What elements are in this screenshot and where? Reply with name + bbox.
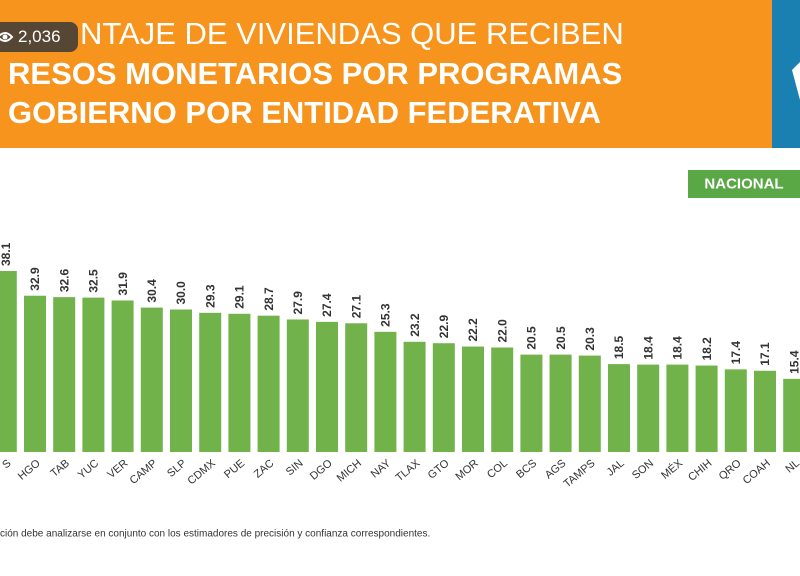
logo-fragment (792, 62, 800, 100)
value-label: 20.5 (554, 326, 568, 350)
x-tick-label: NL (784, 457, 800, 475)
header-band (0, 0, 772, 148)
value-label: 29.1 (233, 285, 247, 309)
bar (228, 313, 251, 452)
eye-icon (0, 32, 14, 42)
value-label: 22.0 (495, 319, 509, 343)
value-label: 27.9 (291, 291, 305, 315)
value-label: 31.9 (116, 272, 130, 296)
bar (199, 312, 222, 452)
value-label: 29.3 (203, 284, 217, 308)
value-label: 38.1 (0, 242, 13, 266)
bar (520, 354, 543, 452)
bar (695, 365, 718, 452)
bar (316, 321, 338, 452)
bar (286, 319, 309, 452)
bar (403, 341, 426, 452)
bar (345, 323, 368, 452)
title-line: RESOS MONETARIOS POR PROGRAMAS (8, 56, 622, 91)
value-label: 32.5 (87, 269, 101, 293)
value-label: 17.4 (729, 341, 743, 365)
bar (491, 347, 514, 452)
value-label: 27.4 (320, 293, 334, 317)
legend-label: NACIONAL (704, 175, 783, 192)
value-label: 30.4 (145, 279, 159, 303)
value-label: 32.9 (28, 267, 42, 291)
value-label: 17.1 (758, 342, 772, 366)
value-label: 23.2 (408, 313, 422, 337)
bar (608, 364, 630, 452)
bar (432, 343, 455, 452)
value-label: 18.5 (612, 335, 626, 359)
bar (462, 346, 484, 452)
value-label: 20.5 (525, 326, 539, 350)
value-label: 32.6 (57, 268, 71, 292)
legend-box (688, 170, 800, 198)
title-line: GOBIERNO POR ENTIDAD FEDERATIVA (8, 95, 601, 130)
bar (578, 355, 601, 452)
footnote: ción debe analizarse en conjunto con los… (0, 529, 430, 540)
bar (783, 378, 800, 452)
view-badge (0, 22, 78, 52)
value-label: 18.4 (671, 336, 685, 360)
bar (637, 364, 660, 452)
bar (82, 297, 105, 452)
bar (24, 295, 46, 452)
bar (111, 300, 134, 452)
title-line: NTAJE DE VIVIENDAS QUE RECIBEN (80, 16, 624, 51)
value-label: 18.4 (641, 336, 655, 360)
bar (0, 271, 17, 452)
bar (140, 307, 163, 452)
bar (666, 364, 689, 452)
value-label: 25.3 (379, 303, 393, 327)
value-label: 22.9 (437, 315, 451, 339)
value-label: 30.0 (174, 281, 188, 305)
value-label: 15.4 (787, 350, 800, 374)
view-count: 2,036 (18, 27, 61, 46)
bar (257, 315, 280, 452)
bar (724, 369, 747, 452)
value-label: 22.2 (466, 318, 480, 342)
bar (549, 354, 572, 452)
value-label: 20.3 (583, 327, 597, 351)
bar (374, 331, 397, 452)
bar (754, 370, 776, 452)
bar (170, 309, 192, 452)
value-label: 28.7 (262, 287, 276, 311)
bar (53, 297, 76, 452)
value-label: 18.2 (700, 337, 714, 361)
value-label: 27.1 (349, 295, 363, 319)
